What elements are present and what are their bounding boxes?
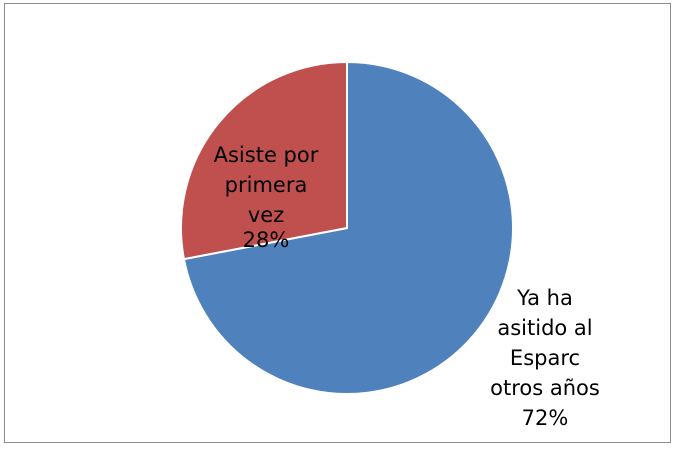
slice-label-line: Esparc bbox=[510, 346, 580, 370]
slice-label-1: Ya ha asitido al Esparc otros años 72% bbox=[490, 286, 600, 430]
slice-percent-label: 28% bbox=[243, 228, 290, 252]
slice-label-line: Ya ha bbox=[516, 286, 573, 310]
pie-slices bbox=[179, 60, 514, 395]
slice-label-line: Asiste por bbox=[214, 143, 319, 167]
data-labels: Ya ha asitido al Esparc otros años 72% Asiste… bbox=[214, 143, 600, 430]
slice-label-line: vez bbox=[248, 203, 284, 227]
pie-slice-2 bbox=[179, 60, 348, 261]
slice-percent-label: 72% bbox=[522, 406, 569, 430]
slice-label-line: primera bbox=[225, 173, 308, 197]
pie-slice-1 bbox=[182, 60, 514, 395]
slice-label-line: otros años bbox=[490, 376, 600, 400]
slice-label-line: asitido al bbox=[497, 316, 592, 340]
